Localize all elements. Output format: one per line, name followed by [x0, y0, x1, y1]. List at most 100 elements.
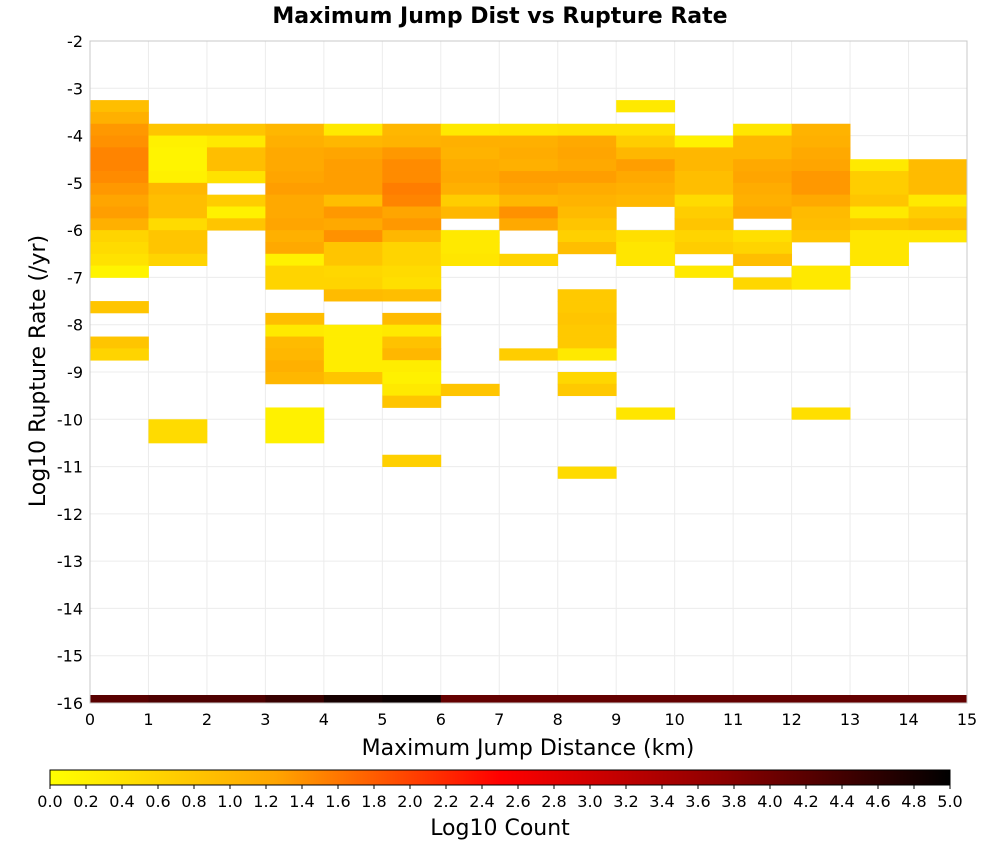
heatmap-cell	[323, 159, 383, 172]
heatmap-cell	[499, 218, 559, 231]
heatmap-cell	[265, 253, 325, 267]
x-tick-label: 3	[260, 710, 270, 729]
y-tick-label: -4	[67, 127, 83, 146]
heatmap-cell	[616, 100, 676, 113]
colorbar	[49, 769, 951, 786]
heatmap-cell	[791, 171, 851, 184]
heatmap-cell	[148, 218, 208, 231]
heatmap-cell	[733, 194, 792, 207]
heatmap-cell	[323, 348, 383, 361]
heatmap-cell	[440, 182, 500, 196]
heatmap-cell	[265, 218, 325, 231]
heatmap-cell	[674, 230, 734, 243]
x-tick-label: 1	[143, 710, 153, 729]
y-tick-label: -6	[67, 221, 83, 240]
heatmap-cell	[323, 135, 383, 148]
heatmap-cell	[616, 147, 676, 160]
heatmap-cell	[557, 348, 617, 361]
heatmap-cell	[557, 289, 617, 302]
heatmap-cell	[499, 147, 559, 160]
heatmap-cell	[791, 123, 851, 136]
heatmap-cell	[616, 241, 676, 255]
heatmap-cell	[733, 135, 792, 148]
heatmap-cell	[265, 182, 325, 196]
heatmap-cell	[323, 336, 383, 349]
heatmap-cell	[440, 253, 500, 267]
heatmap-cell	[791, 159, 851, 172]
heatmap-cell	[206, 159, 266, 172]
heatmap-cell	[616, 182, 676, 196]
y-tick-label: -5	[67, 174, 83, 193]
heatmap-cell	[148, 206, 208, 219]
heatmap-cell	[440, 241, 500, 255]
heatmap-cell	[265, 277, 325, 290]
heatmap-cell	[382, 360, 442, 373]
x-tick-label: 8	[553, 710, 563, 729]
heatmap-cell	[557, 135, 617, 148]
heatmap-cell	[323, 241, 383, 255]
heatmap-cell	[90, 301, 149, 314]
heatmap-cell	[206, 147, 266, 160]
colorbar-tick-label: 2.6	[505, 792, 530, 811]
y-tick-label: -15	[57, 647, 83, 666]
heatmap-cell	[733, 241, 792, 255]
heatmap-cell	[90, 206, 149, 219]
colorbar-tick-labels: 0.0 0.2 0.4 0.6 0.8 1.0 1.2 1.4 1.6 1.8 2.0 2.2 2.4 2…	[37, 785, 963, 811]
colorbar-tick-label: 4.6	[865, 792, 890, 811]
heatmap-cell	[440, 383, 500, 397]
bottom-strip-cell	[323, 695, 383, 703]
heatmap-cell	[674, 171, 734, 184]
heatmap-cell	[265, 135, 325, 148]
heatmap-cell	[382, 135, 442, 148]
heatmap-cell	[499, 182, 559, 196]
heatmap-cell	[323, 372, 383, 385]
heatmap-cell	[674, 147, 734, 160]
colorbar-tick-label: 1.2	[253, 792, 278, 811]
x-tick-label: 14	[898, 710, 918, 729]
heatmap-cell	[206, 194, 266, 207]
colorbar-tick-label: 2.8	[541, 792, 566, 811]
heatmap-cell	[499, 348, 559, 361]
x-tick-label: 10	[664, 710, 684, 729]
heatmap-cell	[265, 348, 325, 361]
y-tick-label: -9	[67, 363, 83, 382]
heatmap-cell	[616, 253, 676, 267]
heatmap-cell	[323, 182, 383, 196]
y-tick-label: -3	[67, 79, 83, 98]
heatmap-cell	[265, 171, 325, 184]
heatmap-cell	[557, 206, 617, 219]
heatmap-cell	[323, 171, 383, 184]
x-tick-label: 2	[202, 710, 212, 729]
heatmap-cell	[616, 230, 676, 243]
heatmap-cell	[323, 289, 383, 302]
heatmap-cell	[440, 135, 500, 148]
heatmap-cell	[499, 206, 559, 219]
colorbar-tick-label: 0.0	[37, 792, 62, 811]
heatmap-cell	[557, 301, 617, 314]
heatmap-cell	[323, 194, 383, 207]
colorbar-tick-label: 4.2	[793, 792, 818, 811]
heatmap-cell	[265, 419, 325, 432]
heatmap-cell	[323, 123, 383, 136]
colorbar-tick-label: 0.8	[181, 792, 206, 811]
heatmap-cell	[206, 135, 266, 148]
heatmap-cell	[733, 123, 792, 136]
heatmap-cell	[850, 206, 909, 219]
heatmap-cell	[382, 253, 442, 267]
x-tick-label: 12	[781, 710, 801, 729]
heatmap-cell	[791, 277, 851, 290]
heatmap-cell	[382, 336, 442, 349]
heatmap-cell	[382, 230, 442, 243]
colorbar-tick-label: 0.6	[145, 792, 170, 811]
x-tick-label: 9	[611, 710, 621, 729]
heatmap-cell	[148, 194, 208, 207]
heatmap-cell	[265, 407, 325, 420]
heatmap-cell	[90, 182, 149, 196]
heatmap-cell	[557, 372, 617, 385]
heatmap-cell	[90, 147, 149, 160]
heatmap-cell	[265, 194, 325, 207]
heatmap-cell	[148, 182, 208, 196]
heatmap-cell	[148, 431, 208, 444]
heatmap-cell	[908, 230, 968, 243]
heatmap-cell	[382, 171, 442, 184]
